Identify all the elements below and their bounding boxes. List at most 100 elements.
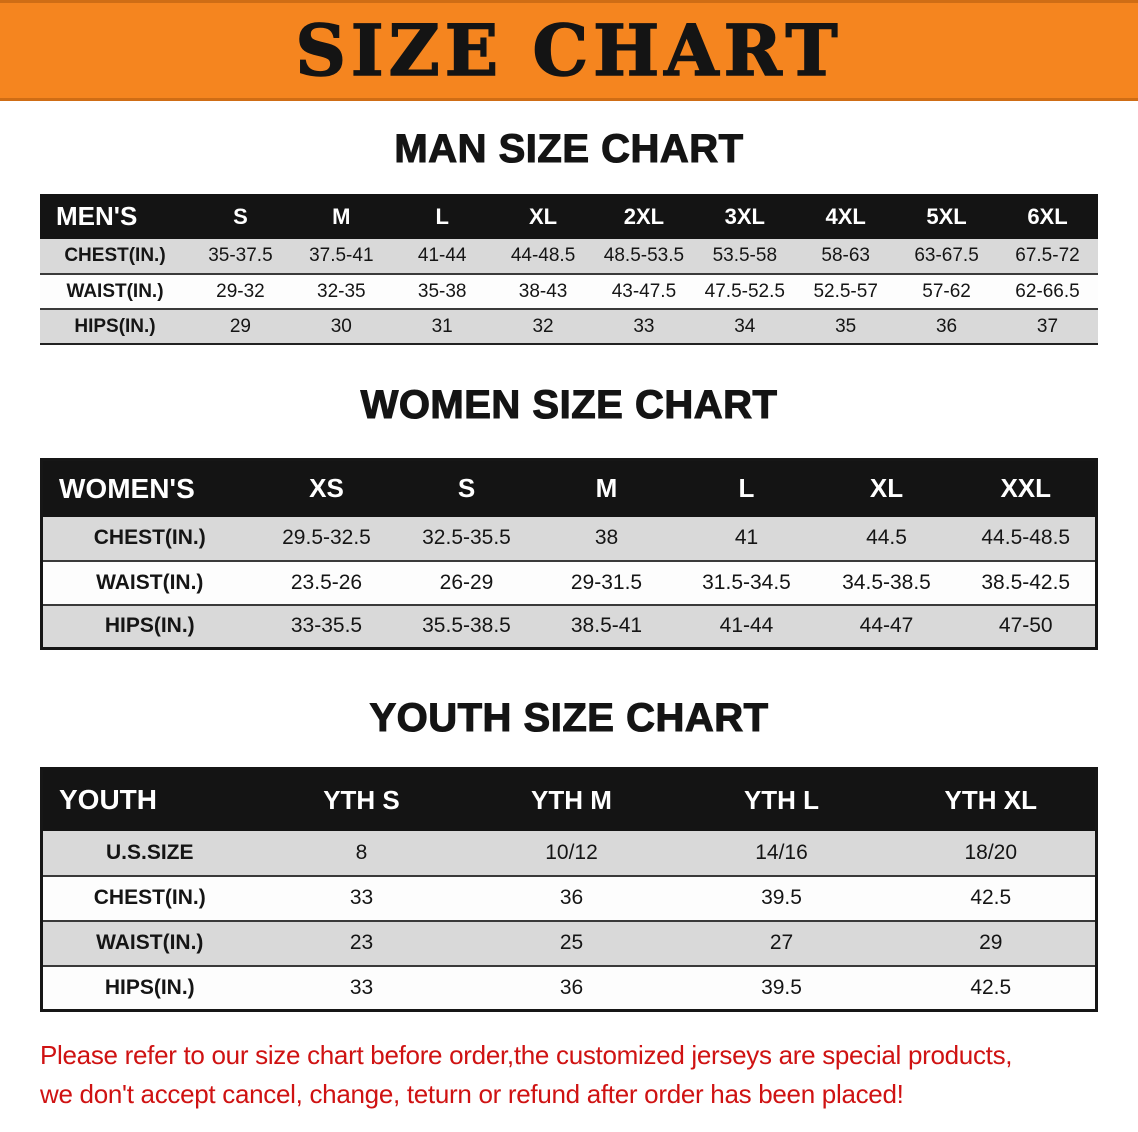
size-value-cell: 47-50 — [998, 614, 1053, 638]
size-value-cell: 42.5 — [970, 886, 1012, 909]
youth-section-heading: YOUTH SIZE CHART — [369, 695, 769, 740]
size-column-header: XS — [256, 459, 397, 517]
row-label: CHEST(IN.) — [64, 245, 166, 266]
youth-size-table: YOUTH YTH S YTH M YTH L YTH XL U.S.SIZE 8 10/12… — [40, 767, 1098, 1012]
size-value-cell: 41-44 — [417, 245, 467, 266]
size-value-cell: 10/12 — [545, 840, 598, 864]
size-value-cell: 52.5-57 — [813, 280, 878, 302]
size-value-cell: 30 — [330, 315, 352, 337]
size-column-header: XL — [492, 194, 594, 239]
women-size-table: WOMEN'S XS S M L XL XXL CHEST(IN.) 29.5-32.5 32.5… — [40, 458, 1098, 650]
size-column-header: S — [396, 459, 537, 517]
size-value-cell: 38.5-41 — [570, 614, 643, 638]
size-value-cell: 36 — [559, 975, 584, 999]
row-label: WAIST(IN.) — [66, 280, 164, 302]
size-column-header: YTH S — [256, 768, 467, 831]
size-value-cell: 38 — [594, 526, 619, 549]
size-value-cell: 39.5 — [761, 975, 802, 999]
banner-title: SIZE CHART — [295, 8, 843, 93]
size-value-cell: 33 — [349, 975, 374, 999]
size-value-cell: 33-35.5 — [290, 614, 363, 638]
size-column-header: 5XL — [896, 194, 997, 239]
size-value-cell: 37 — [1036, 315, 1059, 337]
men-section-heading: MAN SIZE CHART — [394, 126, 744, 171]
size-value-cell: 35-37.5 — [208, 245, 273, 266]
size-value-cell: 33 — [349, 886, 374, 909]
size-value-cell: 67.5-72 — [1015, 245, 1080, 266]
size-value-cell: 34.5-38.5 — [842, 570, 931, 594]
size-value-cell: 18/20 — [964, 840, 1018, 864]
measure-row: WAIST(IN.) 23.5-26 26-29 29-31.5 31.5-34.5 34… — [41, 560, 1097, 605]
size-column-header: L — [676, 459, 817, 517]
size-value-cell: 27 — [769, 931, 794, 954]
row-label: WAIST(IN.) — [96, 931, 204, 954]
size-value-cell: 44.5 — [866, 526, 907, 549]
measure-row: HIPS(IN.) 29 30 31 32 33 34 35 36 37 — [40, 309, 1098, 344]
size-value-cell: 41-44 — [719, 614, 774, 638]
size-value-cell: 57-62 — [922, 280, 971, 302]
size-value-cell: 29 — [229, 315, 251, 337]
size-value-cell: 8 — [355, 840, 368, 864]
size-column-header: 4XL — [795, 194, 897, 239]
table-title-cell: YOUTH — [41, 768, 257, 831]
size-value-cell: 36 — [935, 315, 958, 337]
size-value-cell: 44-48.5 — [510, 245, 576, 266]
disclaimer-line-1: Please refer to our size chart before or… — [40, 1040, 1013, 1070]
table-title-cell: MEN'S — [40, 194, 190, 239]
row-label: CHEST(IN.) — [93, 886, 206, 909]
row-label: CHEST(IN.) — [93, 526, 206, 549]
size-value-cell: 48.5-53.5 — [603, 245, 685, 266]
men-size-section: MAN SIZE CHART MEN'S S M L XL 2XL 3XL 4XL 5XL 6XL… — [0, 126, 1138, 345]
row-label: HIPS(IN.) — [104, 975, 195, 999]
size-value-cell: 31.5-34.5 — [702, 570, 791, 594]
size-column-header: XXL — [956, 459, 1097, 517]
size-column-header: 6XL — [997, 194, 1098, 239]
size-value-cell: 38-43 — [518, 280, 568, 302]
size-value-cell: 29-32 — [216, 280, 265, 302]
size-column-header: YTH XL — [886, 768, 1097, 831]
size-value-cell: 25 — [559, 931, 584, 954]
women-size-section: WOMEN SIZE CHART WOMEN'S XS S M L XL XXL CHEST(… — [0, 382, 1138, 650]
size-value-cell: 43-47.5 — [611, 280, 677, 302]
size-value-cell: 37.5-41 — [309, 245, 374, 266]
size-value-cell: 29-31.5 — [570, 570, 643, 594]
size-column-header: 2XL — [593, 194, 695, 239]
size-column-header: YTH L — [676, 768, 887, 831]
size-value-cell: 32.5-35.5 — [422, 526, 511, 549]
size-value-cell: 36 — [559, 886, 584, 909]
measure-row: U.S.SIZE 8 10/12 14/16 18/20 — [41, 830, 1097, 876]
header-row: YOUTH YTH S YTH M YTH L YTH XL — [41, 768, 1097, 831]
size-value-cell: 34 — [734, 315, 756, 337]
size-value-cell: 62-66.5 — [1015, 280, 1080, 302]
size-value-cell: 53.5-58 — [712, 245, 778, 266]
row-label: HIPS(IN.) — [104, 614, 195, 638]
size-value-cell: 32-35 — [317, 280, 366, 302]
row-label: WAIST(IN.) — [96, 570, 204, 594]
header-row: WOMEN'S XS S M L XL XXL — [41, 459, 1097, 517]
size-value-cell: 58-63 — [821, 245, 870, 266]
size-value-cell: 42.5 — [970, 975, 1012, 999]
disclaimer-line-2: we don't accept cancel, change, teturn o… — [40, 1079, 904, 1109]
size-value-cell: 29 — [979, 931, 1003, 954]
measure-row: HIPS(IN.) 33-35.5 35.5-38.5 38.5-41 41-44 44-… — [41, 604, 1097, 649]
size-value-cell: 23.5-26 — [290, 570, 363, 594]
row-label: U.S.SIZE — [105, 840, 194, 864]
size-value-cell: 29.5-32.5 — [282, 526, 371, 549]
header-row: MEN'S S M L XL 2XL 3XL 4XL 5XL 6XL — [40, 194, 1098, 239]
size-value-cell: 31 — [431, 315, 453, 337]
measure-row: WAIST(IN.) 29-32 32-35 35-38 38-43 43-47.5 47.… — [40, 274, 1098, 309]
size-column-header: M — [290, 194, 392, 239]
size-value-cell: 41 — [734, 526, 759, 549]
size-value-cell: 44-47 — [859, 614, 914, 638]
size-chart-banner: SIZE CHART — [0, 0, 1138, 101]
size-value-cell: 39.5 — [761, 886, 802, 909]
size-value-cell: 32 — [532, 315, 554, 337]
measure-row: CHEST(IN.) 33 36 39.5 42.5 — [41, 875, 1097, 921]
size-value-cell: 35.5-38.5 — [422, 614, 511, 638]
size-column-header: YTH M — [466, 768, 677, 831]
measure-row: HIPS(IN.) 33 36 39.5 42.5 — [41, 965, 1097, 1011]
size-value-cell: 44.5-48.5 — [981, 526, 1071, 549]
size-value-cell: 26-29 — [439, 570, 494, 594]
size-value-cell: 14/16 — [755, 840, 808, 864]
size-column-header: XL — [816, 459, 957, 517]
